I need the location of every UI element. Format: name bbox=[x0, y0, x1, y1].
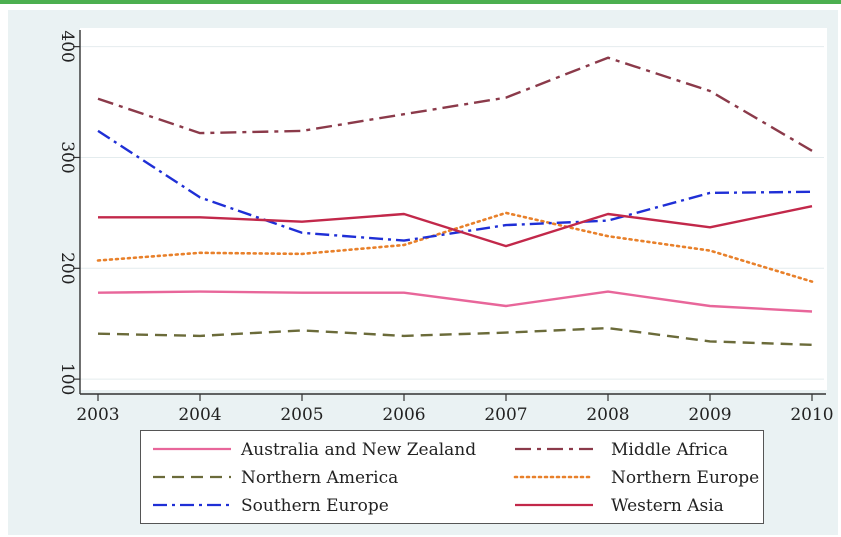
x-tick-label-2004: 2004 bbox=[178, 405, 221, 425]
top-accent-rule bbox=[0, 0, 841, 4]
series-line-australia-and-new-zealand bbox=[97, 290, 813, 313]
legend-label-southern-europe: Southern Europe bbox=[241, 496, 389, 516]
axes bbox=[73, 30, 826, 401]
series-line-middle-africa bbox=[97, 56, 813, 152]
y-tick-label-300: 300 bbox=[57, 141, 77, 173]
y-tick-label-100: 100 bbox=[57, 363, 77, 395]
legend-entries: Australia and New Zealand Middle Africa No… bbox=[153, 440, 759, 516]
series-line-southern-europe bbox=[97, 129, 813, 242]
series-lines bbox=[96, 56, 814, 346]
y-tick-label-200: 200 bbox=[57, 252, 77, 284]
tick-labels: 100 200 300 400 2003 2004 2005 2006 2007 2008 2009… bbox=[57, 30, 834, 425]
legend-label-northern-europe: Northern Europe bbox=[611, 468, 759, 488]
series-line-western-asia bbox=[98, 205, 813, 248]
series-line-northern-america bbox=[97, 326, 813, 346]
y-tick-label-400: 400 bbox=[57, 30, 77, 62]
x-tick-label-2003: 2003 bbox=[76, 405, 119, 425]
plot-area bbox=[80, 28, 827, 390]
x-tick-label-2010: 2010 bbox=[790, 405, 833, 425]
x-tick-label-2008: 2008 bbox=[586, 405, 629, 425]
legend: Australia and New Zealand Middle Africa No… bbox=[140, 430, 764, 524]
x-tick-label-2005: 2005 bbox=[280, 405, 323, 425]
gridlines bbox=[80, 46, 824, 380]
legend-label-australia-and-new-zealand: Australia and New Zealand bbox=[240, 440, 476, 460]
legend-label-middle-africa: Middle Africa bbox=[611, 440, 728, 460]
legend-label-western-asia: Western Asia bbox=[611, 496, 724, 516]
x-tick-label-2009: 2009 bbox=[688, 405, 731, 425]
x-tick-label-2006: 2006 bbox=[382, 405, 425, 425]
x-tick-label-2007: 2007 bbox=[484, 405, 527, 425]
legend-label-northern-america: Northern America bbox=[241, 468, 398, 488]
series-line-northern-europe bbox=[96, 211, 814, 283]
